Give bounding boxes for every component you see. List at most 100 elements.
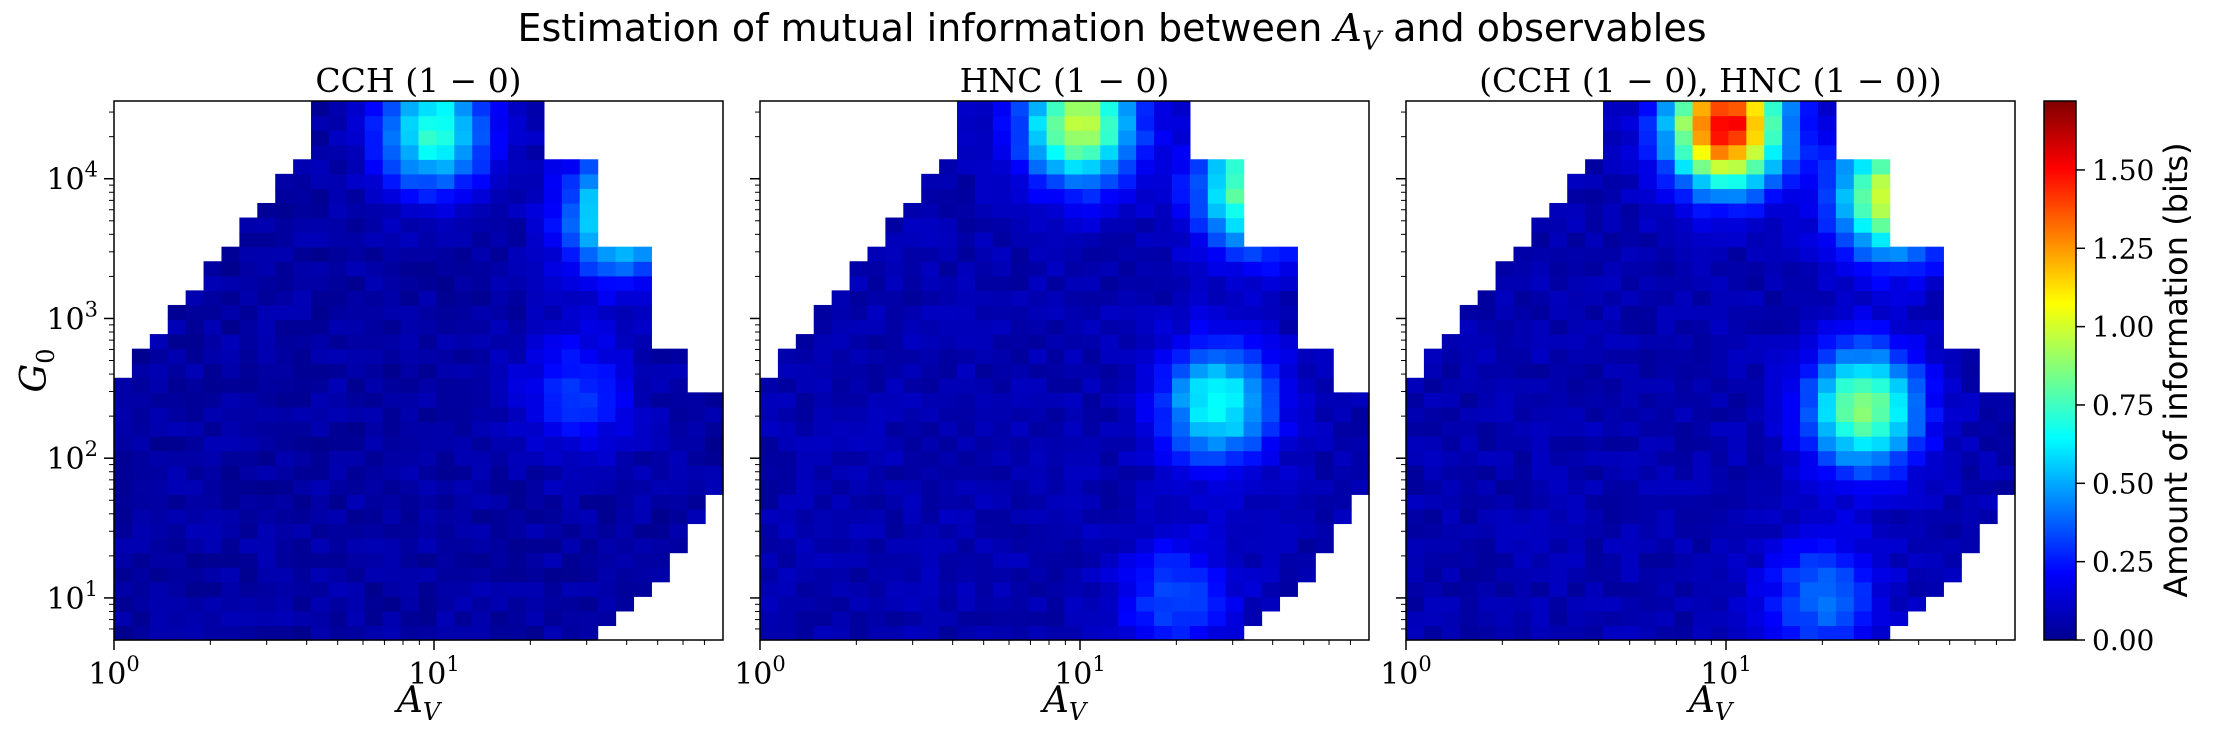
heatmap-cell <box>1692 261 1712 277</box>
heatmap-cell <box>328 144 348 160</box>
heatmap-cell <box>1710 377 1730 393</box>
heatmap-cell <box>311 377 330 393</box>
heatmap-cell <box>418 159 438 175</box>
heatmap-cell <box>615 319 635 335</box>
heatmap-cell <box>1459 392 1479 408</box>
heatmap-cell <box>561 319 581 335</box>
heatmap-cell <box>1817 144 1837 160</box>
heatmap-cell <box>311 304 330 321</box>
heatmap-cell <box>597 334 617 350</box>
suptitle-var-sub: V <box>1361 25 1382 57</box>
heatmap-cell <box>1549 596 1568 612</box>
heatmap-cell <box>813 625 833 641</box>
heatmap-cell <box>293 392 312 408</box>
heatmap-cell <box>1513 479 1532 495</box>
heatmap-cell <box>1692 538 1712 554</box>
heatmap-cell <box>1118 232 1137 248</box>
heatmap-cell <box>795 450 815 466</box>
heatmap-cell <box>1764 552 1783 568</box>
heatmap-cell <box>903 581 922 597</box>
heatmap-cell <box>1010 101 1030 117</box>
heatmap-cell <box>669 508 688 525</box>
heatmap-cell <box>1154 538 1173 554</box>
heatmap-cell <box>974 217 994 233</box>
colorbar-ticks: 0.000.250.500.751.001.251.50 <box>2076 154 2154 657</box>
heatmap-cell <box>1333 508 1352 525</box>
heatmap-cell <box>1656 596 1676 612</box>
heatmap-cell <box>185 479 205 495</box>
heatmap-cell <box>1459 450 1479 466</box>
heatmap-cell <box>1136 436 1155 452</box>
heatmap-cell <box>1189 567 1209 583</box>
heatmap-cell <box>1064 290 1084 306</box>
heatmap-cell <box>849 275 869 291</box>
heatmap-cell <box>1100 304 1119 321</box>
heatmap-cell <box>436 581 455 597</box>
heatmap-cell <box>1674 101 1694 117</box>
heatmap-cell <box>293 334 312 350</box>
heatmap-cell <box>1082 130 1101 146</box>
heatmap-cell <box>992 261 1012 277</box>
heatmap-cell <box>992 246 1012 262</box>
heatmap-cell <box>633 465 652 481</box>
heatmap-cell <box>1656 392 1676 408</box>
heatmap-cell <box>1585 421 1604 437</box>
heatmap-cell <box>1136 581 1155 597</box>
heatmap-cell <box>1459 538 1479 554</box>
heatmap-cell <box>1620 363 1640 379</box>
heatmap-cell <box>400 552 420 568</box>
heatmap-cell <box>867 552 886 568</box>
heatmap-cell <box>760 436 779 452</box>
heatmap-cell <box>1154 465 1173 481</box>
heatmap-cell <box>669 523 688 539</box>
heatmap-cell <box>1800 479 1819 495</box>
heatmap-cell <box>543 217 563 233</box>
heatmap-cell <box>1674 232 1694 248</box>
heatmap-cell <box>1046 508 1066 525</box>
heatmap-cell <box>1674 144 1694 160</box>
heatmap-cell <box>1261 319 1281 335</box>
heatmap-cell <box>1118 377 1137 393</box>
heatmap-cell <box>939 494 958 510</box>
heatmap-cell <box>1764 406 1783 423</box>
heatmap-cell <box>1800 567 1819 583</box>
heatmap-cell <box>1513 290 1532 306</box>
heatmap-cell <box>1620 202 1640 219</box>
heatmap-cell <box>1136 465 1155 481</box>
heatmap-cell <box>1082 494 1101 510</box>
heatmap-cell <box>490 610 509 627</box>
heatmap-cell <box>114 508 133 525</box>
heatmap-cell <box>382 450 402 466</box>
heatmap-cell <box>1585 552 1604 568</box>
heatmap-cell <box>543 465 563 481</box>
heatmap-cell <box>293 188 312 204</box>
heatmap-cell <box>525 188 545 204</box>
heatmap-cell <box>328 523 348 539</box>
heatmap-cell <box>1261 275 1281 291</box>
heatmap-cell <box>1207 261 1227 277</box>
heatmap-cell <box>615 392 635 408</box>
heatmap-cell <box>382 348 402 364</box>
heatmap-cell <box>543 610 563 627</box>
heatmap-cell <box>167 363 187 379</box>
heatmap-cell <box>1549 334 1568 350</box>
heatmap-cell <box>1279 538 1298 554</box>
heatmap-cell <box>454 130 473 146</box>
heatmap-cell <box>1279 319 1298 335</box>
heatmap-cell <box>131 581 151 597</box>
heatmap-cell <box>651 377 670 393</box>
heatmap-cell <box>149 363 169 379</box>
heatmap-cell <box>1692 436 1712 452</box>
heatmap-cell <box>1046 101 1066 117</box>
heatmap-cell <box>1692 392 1712 408</box>
heatmap-cell <box>1100 275 1119 291</box>
heatmap-cell <box>1171 202 1191 219</box>
heatmap-cell <box>1674 246 1694 262</box>
heatmap-cell <box>257 581 276 597</box>
heatmap-cell <box>1207 552 1227 568</box>
heatmap-cell <box>167 508 187 525</box>
heatmap-cell <box>1010 610 1030 627</box>
heatmap-cell <box>903 596 922 612</box>
heatmap-cell <box>1154 625 1173 641</box>
heatmap-cell <box>579 581 599 597</box>
